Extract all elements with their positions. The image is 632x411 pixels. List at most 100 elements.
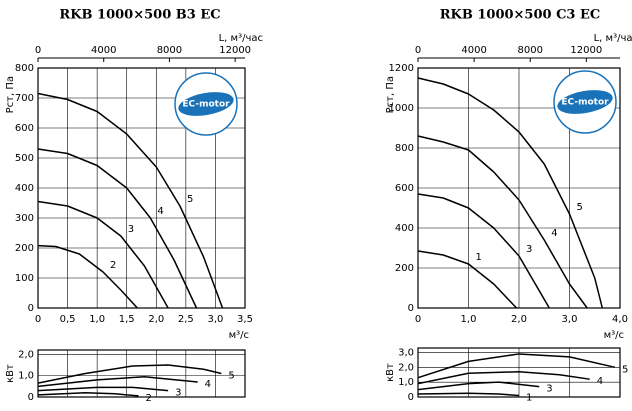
y-tick-label: 0 — [408, 303, 414, 314]
x-axis-label: м³/с — [229, 330, 249, 341]
x-tick-label: 1,5 — [119, 314, 135, 325]
y-tick-label: 400 — [15, 183, 34, 194]
frame — [417, 347, 621, 398]
curve — [417, 381, 540, 391]
frame — [417, 67, 621, 309]
x-tick-label: 2,5 — [178, 314, 194, 325]
x2-tick-label: 4000 — [461, 45, 486, 56]
curve — [417, 371, 590, 385]
x-tick-label: 2,0 — [148, 314, 164, 325]
y-tick-label: 300 — [15, 213, 34, 224]
curve — [417, 135, 588, 309]
x2-tick-label: 12000 — [219, 45, 251, 56]
curve-label: 5 — [622, 364, 628, 375]
x-tick-label: 2,0 — [511, 314, 527, 325]
x2-tick-label: 4000 — [91, 45, 116, 56]
x2-axis-label: L, м³/час — [219, 33, 263, 44]
curve — [37, 200, 169, 309]
frame — [37, 349, 246, 398]
x-tick-label: 3,5 — [237, 314, 253, 325]
curve — [37, 364, 222, 384]
curve — [417, 250, 518, 309]
y-tick-label: 700 — [15, 93, 34, 104]
y-tick-label: 800 — [15, 63, 34, 74]
curve — [417, 77, 604, 309]
curve-label: 5 — [228, 371, 234, 382]
y-tick-label: 600 — [15, 123, 34, 134]
curve — [37, 244, 138, 309]
x2-tick-label: 12000 — [570, 45, 602, 56]
y-axis-label: Рст, Па — [385, 76, 396, 113]
y-tick-label: 1000 — [389, 103, 414, 114]
curve-label: 3 — [546, 384, 552, 395]
curve — [417, 392, 520, 397]
y-tick-label: 600 — [395, 183, 414, 194]
y-tick-label: 0 — [408, 392, 414, 403]
curve-label: 4 — [551, 228, 557, 239]
x2-tick-label: 0 — [35, 45, 41, 56]
curve — [37, 148, 198, 309]
logo-text: EC-motor — [182, 100, 230, 110]
logo-text: EC-motor — [561, 98, 609, 108]
chart-title: RKB 1000×500 C3 EC — [440, 8, 601, 23]
curve-label: 4 — [157, 206, 163, 217]
x-tick-label: 1,0 — [461, 314, 477, 325]
curve-label: 1 — [476, 252, 482, 263]
y-axis-label: кВт — [5, 364, 16, 383]
y-tick-label: 100 — [15, 273, 34, 284]
curve-label: 4 — [205, 379, 211, 390]
curve-label: 2 — [110, 260, 116, 271]
curve-label: 5 — [577, 202, 583, 213]
y-tick-label: 500 — [15, 153, 34, 164]
x-axis-label: м³/с — [604, 330, 624, 341]
x-tick-label: 4,0 — [612, 314, 628, 325]
x-tick-label: 3,0 — [562, 314, 578, 325]
x2-tick-label: 0 — [415, 45, 421, 56]
y-tick-label: 400 — [395, 223, 414, 234]
x2-axis-label: L, м³/час — [594, 33, 632, 44]
y-tick-label: 1,0 — [398, 377, 414, 388]
logo-leaf — [178, 92, 234, 116]
y-tick-label: 2,0 — [18, 349, 34, 360]
curve — [37, 391, 139, 397]
logo: EC-motor — [174, 72, 238, 136]
x-tick-label: 0 — [415, 314, 421, 325]
curve — [417, 193, 550, 309]
x-tick-label: 1,0 — [89, 314, 105, 325]
y-tick-label: 0 — [28, 392, 34, 403]
y-tick-label: 3,0 — [398, 347, 414, 358]
curve-label: 5 — [187, 194, 193, 205]
y-axis-label: Рст, Па — [5, 76, 16, 113]
curve-label: 4 — [597, 376, 603, 387]
logo-leaf — [557, 90, 613, 114]
curve-label: 3 — [175, 388, 181, 399]
curve-label: 2 — [146, 393, 152, 404]
logo: EC-motor — [553, 70, 617, 134]
chart-title: RKB 1000×500 B3 EC — [59, 8, 220, 23]
x-tick-label: 0 — [35, 314, 41, 325]
curve-label: 3 — [128, 224, 134, 235]
x-tick-label: 3,0 — [207, 314, 223, 325]
frame — [37, 67, 246, 309]
y-tick-label: 2,0 — [398, 362, 414, 373]
x-tick-label: 0,5 — [60, 314, 76, 325]
curve — [417, 353, 616, 379]
y-tick-label: 1,0 — [18, 371, 34, 382]
curve-label: 1 — [526, 393, 532, 404]
curve — [37, 375, 198, 388]
x2-tick-label: 8000 — [157, 45, 182, 56]
y-tick-label: 200 — [395, 263, 414, 274]
y-tick-label: 0 — [28, 303, 34, 314]
y-axis-label: кВт — [385, 363, 396, 382]
y-tick-label: 800 — [395, 143, 414, 154]
curve-label: 3 — [526, 244, 532, 255]
curve — [37, 92, 224, 309]
y-tick-label: 200 — [15, 243, 34, 254]
y-tick-label: 1200 — [389, 63, 414, 74]
x2-tick-label: 8000 — [517, 45, 542, 56]
